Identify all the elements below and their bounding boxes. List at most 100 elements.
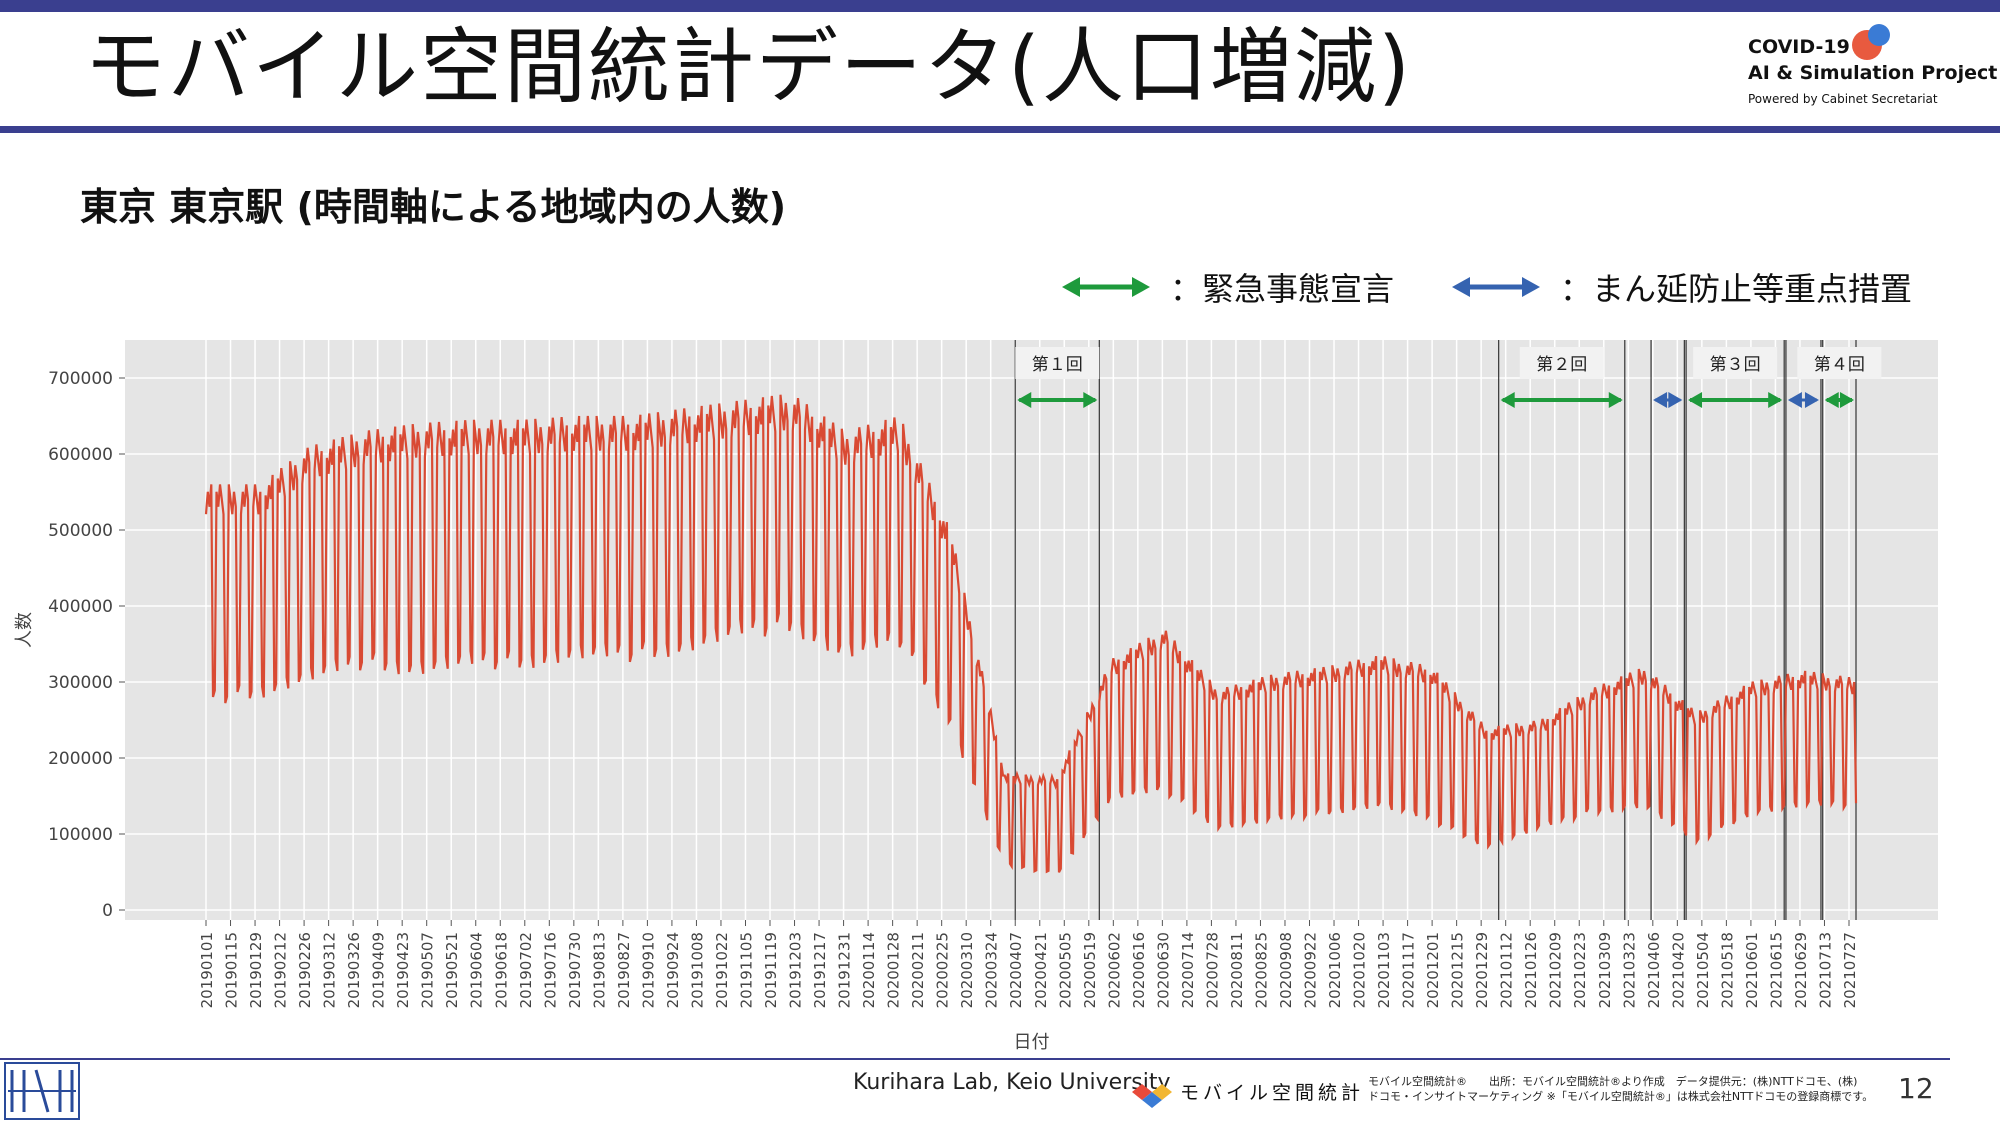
arrow-head [1768, 392, 1783, 408]
footer-note: モバイル空間統計® 出所：モバイル空間統計®より作成 データ提供元：(株)NTT… [1368, 1074, 1873, 1104]
series-line-population [204, 394, 1858, 874]
x-tick-label: 20200908 [1277, 932, 1295, 1008]
x-tick-label: 20190618 [492, 932, 510, 1008]
x-tick-label: 20200519 [1081, 932, 1099, 1008]
x-tick-label: 20200128 [885, 932, 903, 1008]
arrow-head [1824, 392, 1839, 408]
arrow-head [1668, 392, 1683, 408]
arrow-head [1840, 392, 1854, 408]
arrow-head [1083, 392, 1098, 408]
page-title: モバイル空間統計データ(人口増減) [84, 20, 1412, 115]
x-tick-label: 20191217 [811, 932, 829, 1008]
arrow-head [1017, 392, 1032, 408]
x-tick-label: 20200324 [983, 932, 1001, 1008]
event-label-box [1015, 347, 1100, 379]
y-tick-label: 200000 [48, 749, 113, 769]
x-tick-label: 20190910 [639, 932, 657, 1008]
y-tick-label: 600000 [48, 445, 113, 465]
x-tick-label: 20200825 [1252, 932, 1270, 1008]
x-tick-label: 20200602 [1105, 932, 1123, 1008]
footer-rule [0, 1058, 1950, 1060]
x-tick-label: 20210112 [1498, 932, 1516, 1008]
top-accent-bar [0, 0, 2000, 12]
event-label-box [1797, 347, 1882, 379]
event-marker-emergency: 第２回 [1498, 340, 1626, 920]
x-axis-label: 日付 [1014, 1032, 1050, 1053]
page-number: 12 [1898, 1072, 1934, 1105]
x-tick-label: 20210420 [1669, 932, 1687, 1008]
x-tick-label: 20210323 [1620, 932, 1638, 1008]
event-marker-emergency: 第１回 [1014, 340, 1100, 920]
legend-priority-label: ：まん延防止等重点措置 [1560, 270, 1913, 308]
x-tick-label: 20190716 [541, 932, 559, 1008]
project-logo: COVID-19 AI & Simulation Project Powered… [1748, 24, 1997, 118]
legend-emergency: ：緊急事態宣言 [1060, 264, 1394, 310]
x-tick-label: 20190101 [198, 932, 216, 1008]
footer-brand: モバイル空間統計 [1180, 1082, 1365, 1104]
event-marker-priority [1650, 340, 1685, 920]
x-tick-label: 20191231 [836, 932, 854, 1008]
x-tick-label: 20190312 [321, 932, 339, 1008]
event-label: 第３回 [1710, 355, 1761, 375]
logo-line3: Powered by Cabinet Secretariat [1748, 92, 1938, 106]
x-tick-label: 20191119 [762, 932, 780, 1008]
logo-line1: COVID-19 [1748, 36, 1850, 58]
x-tick-label: 20190827 [615, 932, 633, 1008]
x-tick-label: 20201229 [1473, 932, 1491, 1008]
event-label: 第１回 [1032, 355, 1083, 375]
y-tick-label: 0 [102, 901, 113, 921]
x-tick-label: 20190409 [370, 932, 388, 1008]
x-tick-label: 20210126 [1522, 932, 1540, 1008]
legend-priority: ：まん延防止等重点措置 [1450, 264, 1912, 310]
x-tick-label: 20200616 [1130, 932, 1148, 1008]
arrow-head [1804, 392, 1819, 408]
event-label-box [1519, 347, 1604, 379]
x-tick-label: 20210713 [1816, 932, 1834, 1008]
event-label: 第４回 [1814, 355, 1865, 375]
chart-subtitle: 東京 東京駅 (時間軸による地域内の人数) [80, 185, 787, 229]
logo-line2: AI & Simulation Project [1748, 62, 1998, 84]
arrow-head [1787, 392, 1802, 408]
x-tick-label: 20200114 [860, 932, 878, 1008]
x-tick-label: 20200714 [1179, 932, 1197, 1008]
arrow-head [1653, 392, 1668, 408]
event-markers: 第１回 第２回 第３回 第４回 [1014, 340, 1882, 920]
event-marker-priority [1785, 340, 1822, 920]
mobile-stats-logo-icon [1132, 1084, 1172, 1108]
legend-emergency-label: ：緊急事態宣言 [1170, 270, 1395, 308]
x-tick-label: 20210309 [1596, 932, 1614, 1008]
x-tick-label: 20201215 [1449, 932, 1467, 1008]
x-tick-label: 20210209 [1547, 932, 1565, 1008]
x-tick-label: 20200211 [909, 932, 927, 1008]
legend-arrow-head-left [1062, 277, 1080, 297]
university-logo-icon [4, 1062, 80, 1120]
x-tick-label: 20210518 [1718, 932, 1736, 1008]
x-tick-label: 20200811 [1228, 932, 1246, 1008]
x-tick-label: 20190924 [664, 932, 682, 1008]
footer-note-line2: ドコモ・インサイトマーケティング ※「モバイル空間統計®」は株式会社NTTドコモ… [1368, 1090, 1874, 1103]
x-tick-label: 20200922 [1302, 932, 1320, 1008]
event-marker-emergency: 第３回 [1685, 340, 1785, 920]
event-marker-emergency: 第４回 [1797, 340, 1882, 920]
x-tick-label: 20200630 [1154, 932, 1172, 1008]
event-label: 第２回 [1536, 355, 1587, 375]
population-line-chart: 0 100000 200000 300000 400000 500000 600000 700… [14, 340, 1938, 1053]
x-tick-label: 20210223 [1571, 932, 1589, 1008]
x-tick-label: 20200421 [1032, 932, 1050, 1008]
y-axis-label: 人数 [14, 612, 35, 648]
x-tick-label: 20200728 [1203, 932, 1221, 1008]
y-tick-label: 400000 [48, 597, 113, 617]
double-arrow-blue-icon [1452, 277, 1540, 297]
x-tick-label: 20191022 [713, 932, 731, 1008]
y-axis: 0 100000 200000 300000 400000 500000 600000 700… [48, 369, 125, 921]
x-axis: 20190101 20190115 20190129 20190212 20190226… [198, 920, 1859, 1008]
x-tick-label: 20201201 [1424, 932, 1442, 1008]
grid-lines [125, 340, 1938, 920]
x-tick-label: 20210615 [1767, 932, 1785, 1008]
x-tick-label: 20190129 [247, 932, 265, 1008]
double-arrow-green-icon [1062, 277, 1150, 297]
y-tick-label: 700000 [48, 369, 113, 389]
x-tick-label: 20191203 [787, 932, 805, 1008]
x-tick-label: 20190115 [223, 932, 241, 1008]
legend-arrow-head-left [1452, 277, 1470, 297]
